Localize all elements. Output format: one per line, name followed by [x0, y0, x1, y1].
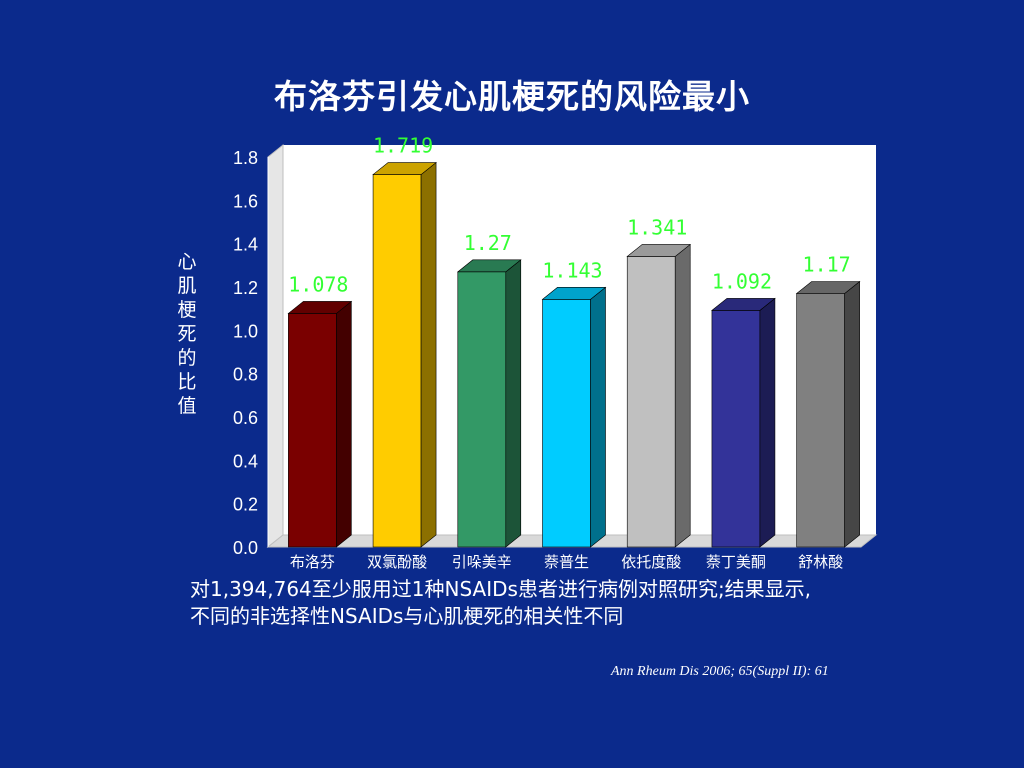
y-tick-label: 0.8 — [233, 365, 258, 385]
y-axis-label-char: 死 — [177, 323, 197, 345]
bar — [541, 286, 607, 548]
x-tick-label: 萘普生 — [544, 553, 589, 571]
bar-side — [590, 286, 606, 548]
bar-front — [542, 299, 591, 548]
bar — [711, 297, 776, 548]
y-axis-label-char: 梗 — [177, 299, 197, 321]
x-tick-label: 萘丁美酮 — [706, 553, 766, 571]
footnote-line-2: 不同的非选择性NSAIDs与心肌梗死的相关性不同 — [190, 604, 624, 628]
y-axis-label-char: 心 — [177, 251, 197, 273]
bar-front — [711, 310, 761, 548]
bar-front — [372, 174, 422, 548]
x-axis-ticks: 布洛芬 双氯酚酸 引哚美辛 萘普生 依托度酸 萘丁美酮 舒林酸 — [290, 553, 843, 571]
bar-top — [795, 281, 861, 294]
bar-side — [674, 243, 691, 548]
bar-top — [626, 244, 692, 257]
bar-front — [288, 313, 337, 548]
bar — [795, 280, 861, 548]
bar-side — [505, 259, 522, 548]
y-tick-label: 1.0 — [233, 321, 258, 341]
bar — [287, 300, 353, 548]
bar-value-label: 1.341 — [627, 215, 687, 239]
citation: Ann Rheum Dis 2006; 65(Suppl II): 61 — [611, 664, 829, 679]
bar — [372, 161, 437, 548]
bar-value-label: 1.078 — [288, 272, 348, 296]
bar-top — [456, 259, 522, 273]
y-axis-label-char: 值 — [177, 395, 197, 417]
footnote: 对1,394,764至少服用过1种NSAIDs患者进行病例对照研究;结果显示, … — [190, 576, 990, 630]
y-axis-label-char: 比 — [177, 371, 197, 393]
bar-value-label: 1.17 — [803, 253, 851, 277]
bar-front — [626, 256, 676, 548]
bar-value-label: 1.719 — [373, 134, 433, 158]
bar-value-label: 1.27 — [464, 231, 512, 255]
y-tick-label: 1.2 — [233, 278, 258, 298]
bar-side — [759, 297, 776, 548]
x-tick-label: 舒林酸 — [798, 553, 843, 571]
y-axis-label: 心肌梗死的比值 — [172, 250, 202, 418]
bar-top — [287, 301, 353, 314]
bars — [287, 161, 861, 548]
bar-top — [711, 298, 776, 311]
bar-front — [457, 271, 507, 548]
bar-front — [796, 293, 845, 548]
bar-side — [844, 280, 860, 548]
footnote-line-1: 对1,394,764至少服用过1种NSAIDs患者进行病例对照研究;结果显示, — [190, 577, 812, 601]
bar-top — [372, 162, 437, 175]
y-tick-label: 0.0 — [233, 538, 258, 558]
x-tick-label: 依托度酸 — [621, 553, 681, 571]
bar-value-label: 1.143 — [542, 258, 602, 282]
x-tick-label: 布洛芬 — [290, 553, 335, 571]
value-labels: 1.078 1.719 1.27 1.143 1.341 1.092 1.17 — [288, 134, 850, 297]
y-tick-label: 1.4 — [233, 235, 258, 255]
bar — [626, 243, 692, 548]
y-tick-label: 1.6 — [233, 191, 258, 211]
y-tick-label: 1.8 — [233, 148, 258, 168]
bar-side — [336, 300, 352, 548]
bar — [456, 259, 522, 548]
y-tick-label: 0.4 — [233, 451, 258, 471]
y-tick-label: 0.2 — [233, 495, 258, 515]
y-axis-label-char: 肌 — [177, 275, 197, 297]
chart-title: 布洛芬引发心肌梗死的风险最小 — [274, 77, 750, 116]
plot-side-wall — [267, 143, 284, 549]
y-tick-label: 0.6 — [233, 408, 258, 428]
x-tick-label: 引哚美辛 — [452, 553, 512, 571]
bar-side — [420, 161, 437, 548]
bar-top — [541, 287, 607, 300]
x-tick-label: 双氯酚酸 — [367, 553, 427, 571]
y-axis-label-char: 的 — [177, 347, 197, 369]
bar-value-label: 1.092 — [712, 269, 772, 293]
y-axis-ticks: 0.0 0.2 0.4 0.6 0.8 1.0 1.2 1.4 1.6 1.8 — [233, 148, 258, 558]
